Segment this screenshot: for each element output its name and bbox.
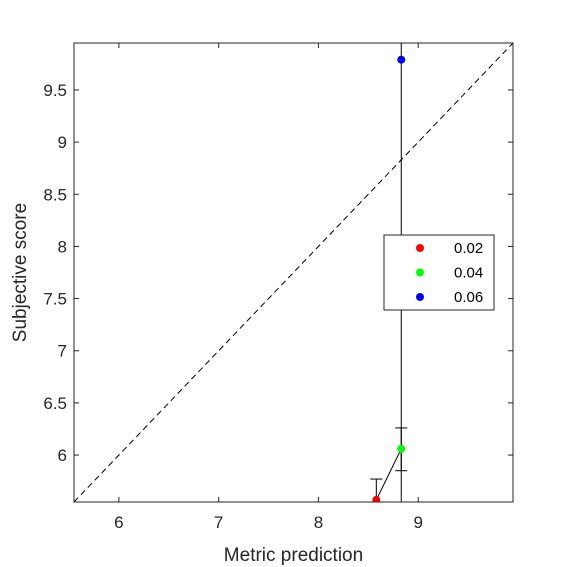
data-point-1 — [397, 444, 406, 453]
y-axis-title: Subjective score — [10, 203, 31, 342]
y-tick-label-7: 9.5 — [43, 81, 67, 100]
x-tick-label-3: 9 — [413, 513, 422, 532]
ticks-layer: 6 7 8 9 6 6.5 7 7.5 8 8.5 9 9.5 — [43, 43, 513, 532]
y-tick-label-3: 7.5 — [43, 290, 67, 309]
y-tick-label-6: 9 — [58, 133, 67, 152]
legend-marker-1 — [416, 268, 424, 277]
x-tick-label-1: 7 — [214, 513, 223, 532]
legend: 0.02 0.04 0.06 — [383, 234, 495, 311]
y-tick-label-4: 8 — [58, 237, 67, 256]
legend-box — [383, 234, 495, 311]
y-tick-label-5: 8.5 — [43, 185, 67, 204]
plot-frame — [73, 42, 514, 503]
x-tick-label-2: 8 — [314, 513, 323, 532]
y-tick-label-0: 6 — [58, 446, 67, 465]
legend-marker-2 — [416, 293, 424, 301]
connector-line — [375, 448, 402, 501]
y-tick-label-1: 6.5 — [43, 394, 67, 413]
legend-label-0: 0.02 — [454, 240, 483, 257]
y-tick-label-2: 7 — [58, 342, 67, 361]
legend-label-1: 0.04 — [454, 265, 483, 282]
data-point-2 — [397, 55, 406, 64]
x-tick-label-0: 6 — [114, 513, 123, 532]
x-axis-title: Metric prediction — [224, 545, 363, 566]
data-point-0 — [372, 495, 381, 502]
legend-marker-0 — [416, 244, 424, 252]
identity-line — [74, 43, 513, 502]
legend-label-2: 0.06 — [454, 289, 483, 306]
